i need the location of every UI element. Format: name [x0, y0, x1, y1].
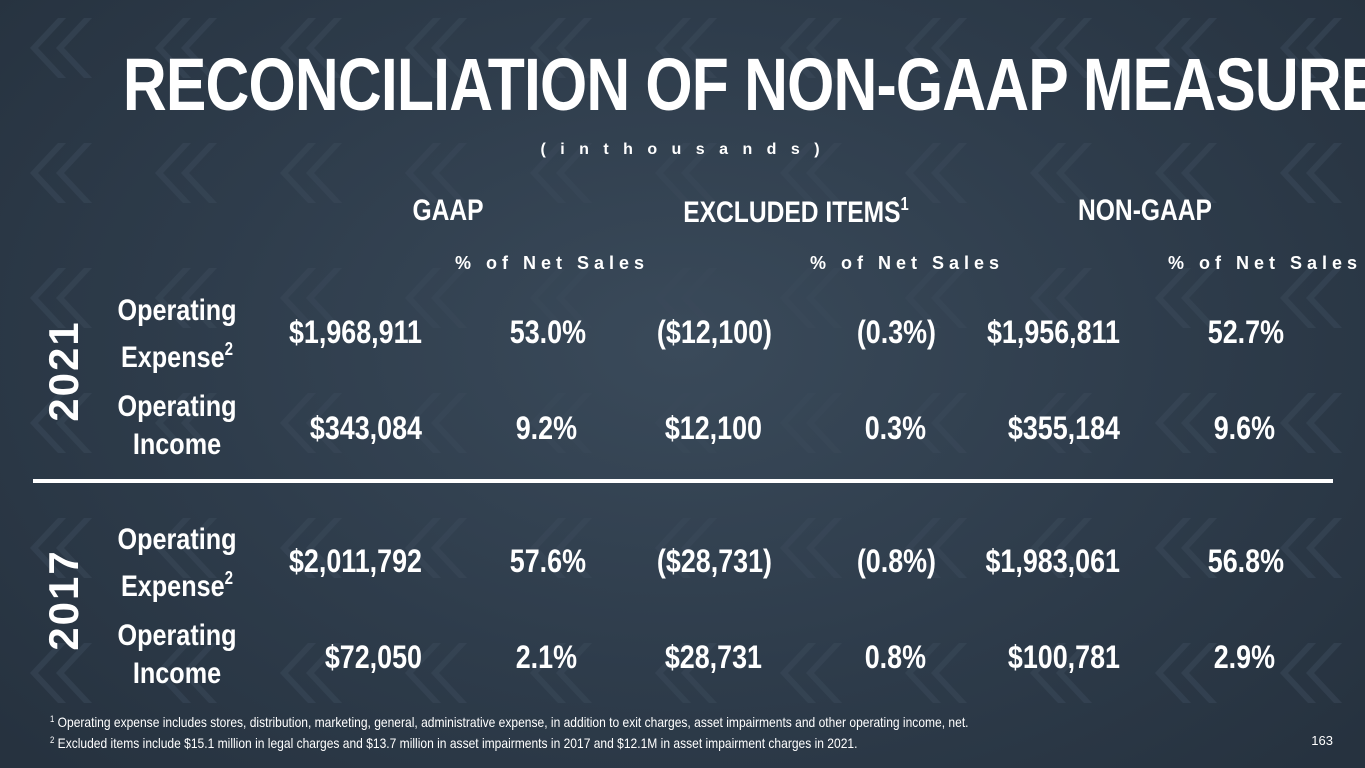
pct-net-sales-gaap: % of Net Sales: [455, 253, 650, 273]
gaap-value: $1,968,911: [288, 314, 422, 350]
column-header-excluded: EXCLUDED ITEMS1: [683, 194, 909, 229]
units-note: ( i n t h o u s a n d s ): [540, 141, 825, 158]
gaap-pct: 2.1%: [515, 639, 577, 675]
gaap-pct: 9.2%: [515, 410, 577, 446]
non-gaap-pct: 2.9%: [1213, 639, 1275, 675]
non-gaap-value: $1,983,061: [985, 543, 1120, 579]
gaap-value: $343,084: [309, 410, 422, 446]
page-number: 163: [1311, 733, 1333, 748]
non-gaap-value: $100,781: [1007, 639, 1120, 675]
section-divider: [33, 479, 1333, 483]
row-label-operating-income-2021: Operating Income: [117, 390, 237, 461]
excluded-value: $28,731: [664, 639, 762, 675]
excluded-value: ($28,731): [656, 543, 772, 579]
gaap-pct: 57.6%: [509, 543, 586, 579]
column-header-non-gaap: NON-GAAP: [1078, 194, 1212, 227]
footnote-1: 1 Operating expense includes stores, dis…: [50, 714, 969, 730]
row-label-operating-income-2017: Operating Income: [117, 619, 237, 690]
gaap-value: $72,050: [324, 639, 422, 675]
pct-net-sales-excluded: % of Net Sales: [810, 253, 1005, 273]
excluded-value: $12,100: [664, 410, 762, 446]
excluded-pct: (0.8%): [856, 543, 936, 579]
non-gaap-value: $355,184: [1007, 410, 1120, 446]
gaap-value: $2,011,792: [288, 543, 422, 579]
excluded-pct: 0.8%: [864, 639, 926, 675]
year-label-2017: 2017: [40, 549, 87, 651]
page-title: RECONCILIATION OF NON-GAAP MEASURES: [122, 43, 1365, 126]
row-label-operating-expense-2017: Operating Expense2: [117, 523, 237, 603]
pct-net-sales-non-gaap: % of Net Sales: [1168, 253, 1363, 273]
non-gaap-pct: 52.7%: [1207, 314, 1284, 350]
excluded-value: ($12,100): [656, 314, 772, 350]
footnote-2: 2 Excluded items include $15.1 million i…: [50, 735, 858, 751]
non-gaap-pct: 9.6%: [1213, 410, 1275, 446]
gaap-pct: 53.0%: [509, 314, 586, 350]
non-gaap-pct: 56.8%: [1207, 543, 1284, 579]
excluded-pct: (0.3%): [856, 314, 936, 350]
non-gaap-value: $1,956,811: [986, 314, 1120, 350]
row-label-operating-expense-2021: Operating Expense2: [117, 294, 237, 374]
excluded-pct: 0.3%: [864, 410, 926, 446]
column-header-gaap: GAAP: [412, 194, 484, 227]
year-label-2021: 2021: [40, 320, 87, 422]
